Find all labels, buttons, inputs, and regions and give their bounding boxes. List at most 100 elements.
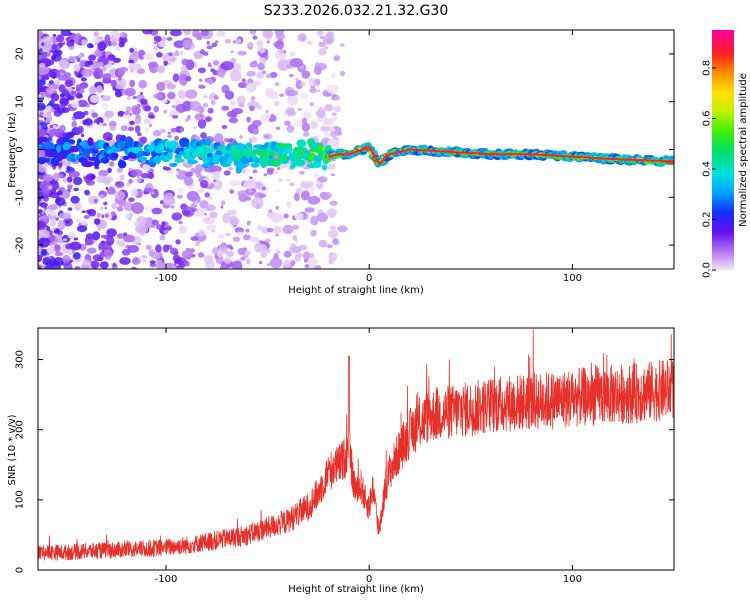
spectrogram-noise-cell [39, 202, 48, 208]
spectrogram-noise-cell [167, 131, 171, 135]
spectrogram-noise-cell [216, 30, 226, 37]
spectrogram-noise-cell [71, 250, 75, 254]
spectrogram-noise-cell [93, 49, 103, 58]
spectrogram-noise-cell [266, 167, 275, 173]
spectrogram-noise-cell [283, 250, 292, 258]
spectrogram-noise-cell [62, 254, 71, 264]
spectrogram-band-cell [187, 159, 199, 164]
spectrogram-noise-cell [153, 105, 160, 113]
spectrogram-noise-cell [171, 212, 183, 221]
spectrogram-noise-cell [248, 41, 254, 48]
spectrogram-noise-cell [156, 52, 163, 58]
spectrogram-noise-cell [229, 217, 240, 226]
spectrogram-noise-cell [306, 40, 313, 45]
spectrogram-noise-cell [128, 236, 136, 242]
spectrogram-noise-cell [295, 77, 299, 82]
spectrogram-noise-cell [104, 34, 111, 44]
y-tick-label: 300 [15, 350, 26, 369]
spectrogram-noise-cell [313, 66, 322, 75]
spectrogram-noise-cell [258, 57, 267, 65]
spectrogram-noise-cell [93, 31, 100, 37]
spectrogram-noise-cell [321, 192, 330, 201]
spectrogram-noise-cell [94, 199, 98, 203]
spectrogram-noise-cell [162, 244, 170, 253]
snr-y-ticks: 0 100 200 300 [15, 350, 674, 573]
spectrogram-noise-cell [228, 138, 233, 143]
spectrogram-noise-cell [164, 167, 171, 171]
spectrogram-noise-cell [129, 63, 142, 71]
spectrogram-noise-cell [207, 62, 212, 67]
spectrogram-noise-cell [38, 30, 44, 38]
spectrogram-band-cell [137, 142, 144, 148]
colorbar-tick-label: 0.4 [702, 161, 713, 177]
spectrogram-noise-cell [104, 206, 108, 210]
spectrogram-noise-cell [283, 259, 291, 268]
spectrogram-noise-cell [195, 169, 201, 176]
spectrogram-noise-cell [259, 260, 263, 265]
spectrogram-noise-cell [198, 84, 206, 89]
spectrogram-noise-cell [73, 237, 79, 241]
spectrogram-noise-cell [102, 73, 112, 82]
spectrogram-noise-cell [65, 243, 73, 250]
spectrogram-noise-cell [289, 51, 296, 57]
spectrogram-noise-cell [68, 170, 80, 178]
spectrogram-noise-cell [212, 170, 221, 180]
spectrogram-noise-cell [286, 124, 295, 133]
spectrogram-noise-cell [75, 218, 82, 223]
spectrogram-noise-cell [43, 240, 49, 247]
x-tick-label: 0 [366, 574, 372, 585]
spectrogram-noise-cell [131, 188, 138, 197]
spectrogram-noise-cell [50, 261, 61, 269]
spectrogram-noise-cell [172, 73, 180, 83]
spectrogram-noise-cell [108, 186, 115, 192]
spectrogram-noise-cell [200, 30, 209, 37]
spectrogram-noise-cell [38, 53, 43, 58]
spectrogram-noise-cell [119, 257, 131, 265]
spectrogram-noise-cell [107, 54, 116, 61]
spectrogram-noise-cell [59, 174, 64, 178]
spectrogram-band-cell [43, 141, 55, 150]
spectrogram-noise-cell [173, 98, 182, 106]
spectrogram-band-cell [118, 140, 129, 148]
spectrogram-noise-cell [217, 250, 224, 258]
spectrogram-noise-cell [38, 266, 42, 269]
spectrogram-noise-cell [67, 87, 72, 91]
spectrogram-noise-cell [168, 52, 173, 57]
spectrogram-noise-cell [163, 109, 168, 114]
x-tick-label: 100 [563, 574, 582, 585]
spectrogram-noise-cell [326, 31, 334, 38]
spectrogram-noise-cell [163, 229, 169, 234]
spectrogram-noise-cell [193, 125, 197, 130]
spectrogram-noise-cell [197, 252, 205, 258]
spectrogram-noise-cell [134, 125, 141, 133]
spectrogram-noise-cell [171, 104, 177, 109]
spectrogram-noise-cell [275, 205, 280, 210]
spectrogram-noise-cell [197, 188, 205, 193]
spectrogram-noise-cell [260, 226, 270, 234]
spectrogram-noise-cell [77, 53, 84, 59]
spectrogram-noise-cell [235, 38, 242, 45]
spectrogram-noise-cell [39, 111, 44, 116]
spectrogram-noise-cell [300, 190, 310, 201]
spectrogram-noise-cell [257, 225, 263, 231]
spectrogram-noise-cell [206, 45, 213, 50]
spectrogram-noise-cell [38, 117, 43, 120]
spectrogram-noise-cell [116, 233, 124, 239]
spectrogram-noise-cell [149, 260, 156, 264]
spectrogram-band-cell [110, 152, 119, 159]
spectrogram-noise-cell [275, 82, 279, 86]
spectrogram-noise-cell [152, 129, 162, 137]
spectrogram-noise-cell [81, 68, 93, 77]
spectrogram-noise-cell [211, 42, 218, 48]
spectrogram-noise-cell [314, 265, 322, 269]
spectrogram-noise-cell [124, 87, 136, 97]
x-tick-label: 0 [366, 273, 372, 284]
spectrogram-noise-cell [81, 259, 91, 266]
spectrogram-noise-cell [220, 200, 226, 206]
spectrogram-noise-cell [169, 30, 182, 37]
spectrogram-noise-cell [169, 247, 178, 255]
spectrogram-noise-cell [257, 62, 265, 71]
spectrogram-noise-cell [202, 94, 208, 99]
spectrogram-noise-cell [66, 166, 71, 171]
spectrogram-noise-cell [39, 180, 49, 191]
